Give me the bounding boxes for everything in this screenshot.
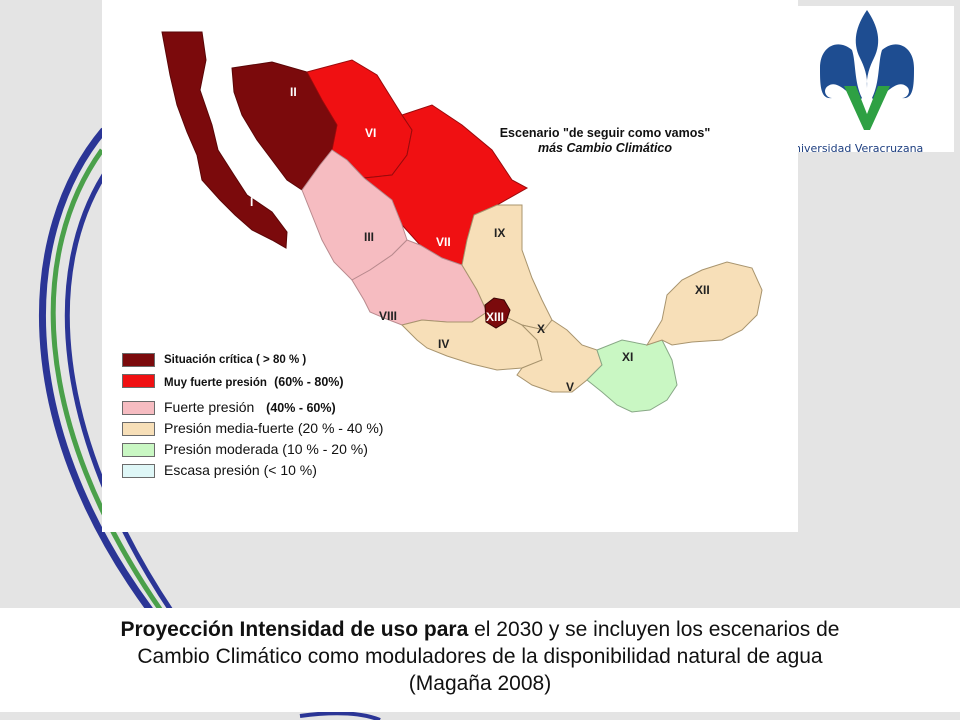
map-panel: II I VI III VII IX VIII XIII X IV V XI X… [102, 0, 798, 532]
map-title-line2: más Cambio Climático [537, 141, 673, 155]
caption-rest: el 2030 y se incluyen los escenarios de [468, 618, 840, 641]
caption-line3: (Magaña 2008) [408, 672, 552, 695]
region-label-XIII: XIII [486, 310, 505, 324]
map-title-line1: Escenario "de seguir como vamos" [499, 126, 711, 140]
legend-label: Fuerte presión (40% - 60%) [164, 399, 336, 415]
legend-swatch [122, 443, 155, 457]
region-label-VI: VI [365, 126, 377, 140]
region-label-IX: IX [494, 226, 506, 240]
legend-swatch [122, 464, 155, 478]
region-label-I: I [250, 195, 254, 209]
legend-label-text: Muy fuerte presión [164, 377, 267, 389]
legend-label: Presión media-fuerte (20 % - 40 %) [164, 420, 384, 436]
legend-swatch [122, 374, 155, 388]
region-V-shape [516, 319, 603, 393]
legend-swatch [122, 401, 155, 415]
region-XII-shape [645, 261, 763, 346]
legend-label-range: (40% - 60%) [266, 401, 336, 415]
legend-label-text: Fuerte presión [164, 399, 255, 415]
legend-swatch [122, 353, 155, 367]
legend-label: Presión moderada (10 % - 20 %) [164, 441, 368, 457]
region-label-X: X [537, 322, 546, 336]
region-label-VII: VII [436, 235, 451, 249]
caption-bold: Proyección Intensidad de uso para [120, 618, 469, 641]
region-label-V: V [566, 380, 575, 394]
logo-text: niversidad Veracruzana [798, 142, 924, 152]
mexico-map [161, 31, 763, 413]
university-logo: niversidad Veracruzana [798, 6, 954, 152]
region-label-III: III [364, 230, 375, 244]
caption-line1: Proyección Intensidad de uso para el 203… [0, 616, 960, 643]
region-label-IV: IV [438, 337, 450, 351]
caption: Proyección Intensidad de uso para el 203… [0, 608, 960, 712]
region-label-XII: XII [695, 283, 710, 297]
region-I-shape [161, 31, 288, 249]
region-label-VIII: VIII [379, 309, 398, 323]
legend-label: Escasa presión (< 10 %) [164, 462, 317, 478]
region-XIII-shape [484, 297, 511, 329]
legend-swatch [122, 422, 155, 436]
legend-label-range: (60% - 80%) [274, 375, 344, 389]
caption-line2: Cambio Climático como moduladores de la … [137, 645, 823, 668]
legend-label: Muy fuerte presión (60% - 80%) [164, 375, 344, 389]
map-title: Escenario "de seguir como vamos" más Cam… [485, 126, 725, 156]
region-label-II: II [290, 85, 297, 99]
fleur-de-lis-logo-icon [820, 10, 914, 130]
legend-label: Situación crítica ( > 80 % ) [164, 354, 307, 366]
region-label-XI: XI [622, 350, 634, 364]
